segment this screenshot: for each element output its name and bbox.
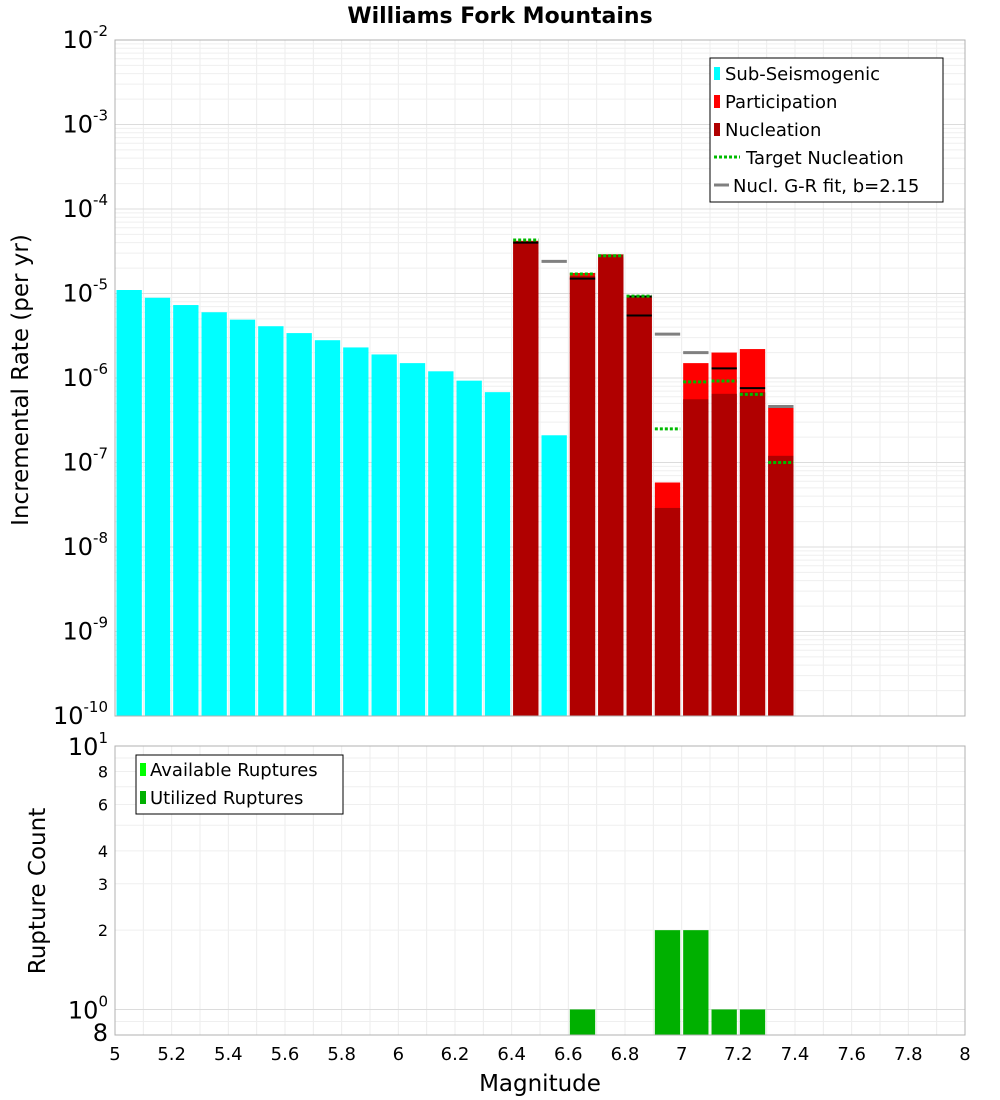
count-plot-frame xyxy=(114,745,966,1036)
x-tick-label: 8 xyxy=(959,1044,970,1065)
legend-label-available: Available Ruptures xyxy=(150,760,318,781)
rate-legend-box xyxy=(709,57,944,203)
legend-label-nucleation: Nucleation xyxy=(725,120,821,141)
x-tick-label: 5.8 xyxy=(327,1044,356,1065)
legend-label-sub-seismogenic: Sub-Seismogenic xyxy=(725,64,880,85)
rate-plot-frame xyxy=(114,39,966,717)
x-tick-label: 5.6 xyxy=(271,1044,300,1065)
legend-swatch-available xyxy=(140,763,146,776)
nucleation-bar xyxy=(654,507,681,716)
utilized-ruptures-bar xyxy=(683,930,709,1035)
sub-seismogenic-bar xyxy=(484,392,511,716)
nucleation-bar xyxy=(598,254,624,716)
count-legend: Available Ruptures Utilized Ruptures xyxy=(135,754,344,815)
count-y-tick-label: 100 xyxy=(68,992,108,1024)
rate-legend: Sub-Seismogenic Participation Nucleation… xyxy=(709,57,944,203)
sub-seismogenic-bar xyxy=(314,340,341,716)
sub-seismogenic-bar xyxy=(201,312,227,716)
count-x-ticks: 5 5.2 5.4 5.6 5.8 6 6.2 6.4 6.6 6.8 7 7.2 7.4 7.6 7.8 8 xyxy=(109,1044,970,1065)
rate-y-tick-label: 10-9 xyxy=(62,614,108,646)
utilized-ruptures-bar xyxy=(654,930,681,1035)
rate-gridlines xyxy=(114,40,966,717)
rate-y-tick-label: 10-10 xyxy=(53,698,108,730)
rate-y-tick-label: 10-4 xyxy=(62,191,108,223)
rate-y-tick-label: 10-3 xyxy=(62,107,108,139)
nucleation-bar xyxy=(711,393,737,716)
rate-y-tick-label: 10-7 xyxy=(62,445,108,477)
x-tick-label: 6.6 xyxy=(554,1044,583,1065)
x-tick-label: 5.2 xyxy=(157,1044,186,1065)
rate-panel: 10-2 10-3 10-4 10-5 10-6 10-7 10-8 10-9 10-10 In… xyxy=(8,22,966,730)
sub-seismogenic-bar xyxy=(399,363,426,716)
x-tick-label: 6.8 xyxy=(611,1044,640,1065)
sub-seismogenic-bar xyxy=(371,354,397,716)
nucleation-bar xyxy=(569,276,596,716)
utilized-ruptures-bar xyxy=(711,1009,737,1035)
count-bars xyxy=(569,930,766,1035)
rate-y-tick-label: 10-5 xyxy=(62,276,108,308)
rate-y-tick-label: 10-6 xyxy=(62,360,108,392)
x-tick-label: 7.4 xyxy=(781,1044,810,1065)
legend-swatch-utilized xyxy=(140,791,146,804)
rate-y-axis-label: Incremental Rate (per yr) xyxy=(8,234,34,526)
legend-swatch-participation xyxy=(714,95,720,108)
x-tick-label: 7.8 xyxy=(894,1044,923,1065)
x-tick-label: 7 xyxy=(676,1044,687,1065)
sub-seismogenic-bar xyxy=(144,297,171,716)
count-y-minor-tick-label: 8 xyxy=(93,1019,108,1047)
legend-label-utilized: Utilized Ruptures xyxy=(150,788,303,809)
sub-seismogenic-bar xyxy=(116,290,142,716)
count-y-minor-tick-label: 6 xyxy=(98,795,108,814)
nucleation-bar xyxy=(513,242,539,717)
nucleation-bar xyxy=(683,399,709,716)
count-y-minor-tick-label: 3 xyxy=(98,875,108,894)
legend-label-gr-fit: Nucl. G-R fit, b=2.15 xyxy=(733,176,919,197)
x-tick-label: 6 xyxy=(393,1044,404,1065)
count-legend-box xyxy=(135,754,344,815)
sub-seismogenic-bar xyxy=(173,305,199,716)
sub-seismogenic-bar xyxy=(541,435,567,716)
legend-swatch-sub-seismogenic xyxy=(714,67,720,80)
x-tick-label: 5.4 xyxy=(214,1044,243,1065)
utilized-ruptures-bar xyxy=(569,1009,596,1035)
rate-y-ticks: 10-2 10-3 10-4 10-5 10-6 10-7 10-8 10-9 10-10 xyxy=(53,22,108,730)
sub-seismogenic-bar xyxy=(428,371,454,716)
rate-bars xyxy=(116,240,794,717)
nucleation-bar xyxy=(626,297,652,716)
rate-y-tick-label: 10-2 xyxy=(62,22,108,54)
nucleation-bar xyxy=(768,455,794,716)
count-y-minor-tick-label: 4 xyxy=(98,842,108,861)
sub-seismogenic-bar xyxy=(258,326,284,716)
x-tick-label: 7.2 xyxy=(724,1044,753,1065)
sub-seismogenic-bar xyxy=(343,347,369,716)
x-tick-label: 6.4 xyxy=(497,1044,526,1065)
count-y-tick-label: 101 xyxy=(68,729,108,761)
count-y-minor-tick-label: 8 xyxy=(98,763,108,782)
sub-seismogenic-bar xyxy=(229,319,256,716)
x-tick-label: 5 xyxy=(109,1044,120,1065)
sub-seismogenic-bar xyxy=(456,380,482,716)
nucleation-bar xyxy=(739,392,766,716)
legend-label-participation: Participation xyxy=(725,92,837,113)
chart-title: Williams Fork Mountains xyxy=(347,4,652,29)
count-y-minor-tick-label: 2 xyxy=(98,921,108,940)
legend-label-target-nucleation: Target Nucleation xyxy=(745,148,904,169)
rate-line-markers xyxy=(513,238,794,464)
utilized-ruptures-bar xyxy=(739,1009,766,1035)
legend-swatch-nucleation xyxy=(714,123,720,136)
sub-seismogenic-bar xyxy=(286,333,312,716)
count-y-axis-label: Rupture Count xyxy=(25,808,51,974)
rate-y-tick-label: 10-8 xyxy=(62,529,108,561)
x-axis-label: Magnitude xyxy=(479,1071,601,1097)
x-tick-label: 7.6 xyxy=(837,1044,866,1065)
x-tick-label: 6.2 xyxy=(441,1044,470,1065)
